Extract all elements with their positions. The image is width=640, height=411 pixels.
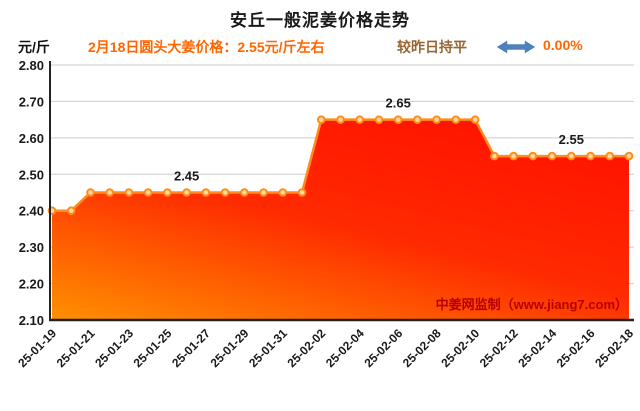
x-tick-label: 25-02-08 <box>400 326 444 370</box>
y-tick-label: 2.20 <box>19 277 44 292</box>
watermark: 中姜网监制（www.jiang7.com） <box>436 297 628 312</box>
data-point-marker <box>567 151 576 161</box>
data-point-marker <box>163 188 172 197</box>
data-point-marker <box>470 115 480 124</box>
y-tick-label: 2.60 <box>19 131 44 146</box>
flat-double-arrow-svg <box>496 40 536 54</box>
x-tick-label: 25-01-23 <box>92 326 136 370</box>
x-tick-label: 25-02-02 <box>285 326 329 370</box>
x-tick-label: 25-01-31 <box>246 326 290 370</box>
x-tick-label: 25-02-06 <box>361 326 405 370</box>
x-tick-label: 25-01-21 <box>54 326 98 370</box>
data-point-marker <box>374 115 384 124</box>
data-point-marker <box>143 188 153 197</box>
data-point-marker <box>259 188 268 197</box>
data-point-marker <box>240 188 249 197</box>
data-point-marker <box>182 188 191 197</box>
data-point-marker <box>490 151 499 161</box>
data-point-marker <box>201 188 211 197</box>
data-label: 2.65 <box>386 96 411 111</box>
data-point-marker <box>297 188 307 197</box>
x-tick-label: 25-02-14 <box>515 326 559 370</box>
data-point-marker <box>624 151 634 161</box>
y-tick-label: 2.10 <box>19 313 44 328</box>
data-point-marker <box>393 115 403 124</box>
y-tick-label: 2.70 <box>19 94 44 109</box>
data-label: 2.55 <box>559 132 584 147</box>
x-tick-label: 25-02-12 <box>477 326 521 370</box>
data-point-marker <box>355 115 365 124</box>
x-tick-label: 25-02-10 <box>438 326 482 370</box>
flat-double-arrow-icon <box>494 39 538 55</box>
data-point-marker <box>528 151 538 161</box>
x-tick-label: 25-01-25 <box>131 326 175 370</box>
data-point-marker <box>220 188 230 197</box>
data-point-marker <box>66 206 76 216</box>
data-point-marker <box>451 115 461 124</box>
y-tick-label: 2.40 <box>19 204 44 219</box>
data-point-marker <box>432 115 441 124</box>
current-price-subtitle: 2月18日圆头大姜价格：2.55元/斤左右 <box>88 39 325 55</box>
data-point-marker <box>124 188 134 197</box>
x-tick-label: 25-02-16 <box>554 326 598 370</box>
data-point-marker <box>278 188 288 197</box>
change-vs-yesterday-label: 较昨日持平 <box>397 39 467 55</box>
y-tick-label: 2.50 <box>19 167 44 182</box>
x-tick-label: 25-02-04 <box>323 326 367 370</box>
change-percent-value: 0.00% <box>543 37 583 53</box>
data-label: 2.45 <box>174 169 199 184</box>
x-tick-label: 25-01-27 <box>169 326 213 370</box>
y-tick-label: 2.80 <box>19 58 44 73</box>
data-point-marker <box>105 188 114 197</box>
chart-title: 安丘一般泥姜价格走势 <box>230 11 410 30</box>
data-point-marker <box>316 115 326 124</box>
x-tick-label: 25-01-19 <box>15 326 59 370</box>
x-tick-label: 25-02-18 <box>592 326 636 370</box>
data-point-marker <box>547 151 557 161</box>
data-point-marker <box>509 151 518 161</box>
data-point-marker <box>586 151 595 161</box>
price-area <box>52 119 629 321</box>
y-axis-unit-label: 元/斤 <box>18 39 50 55</box>
data-point-marker <box>413 115 422 124</box>
x-tick-label: 25-01-29 <box>208 326 252 370</box>
data-point-marker <box>605 151 615 161</box>
data-point-marker <box>86 188 95 197</box>
data-point-marker <box>336 115 345 124</box>
y-tick-label: 2.30 <box>19 240 44 255</box>
